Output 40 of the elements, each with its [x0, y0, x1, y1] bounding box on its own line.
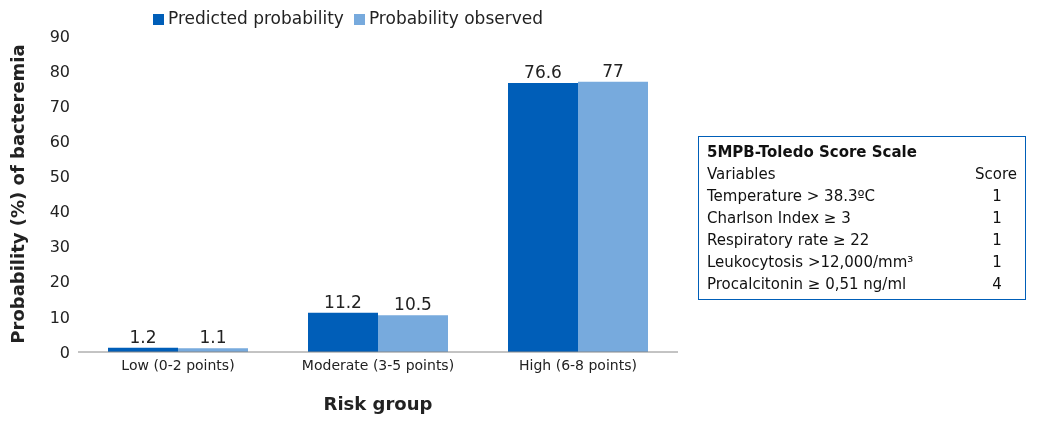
x-tick-label: Moderate (3-5 points) [301, 356, 455, 373]
text: Score [974, 164, 1017, 185]
category-label: Charlson Index ≥ 3 [707, 208, 851, 229]
category-label: Procalcitonin ≥ 0,51 ng/ml [707, 274, 907, 295]
bar [578, 81, 648, 352]
category-label: Leukocytosis >12,000/mm³ [707, 252, 914, 273]
x-tick-label: Low (0-2 points) [121, 356, 235, 373]
y-tick-label: 20 [49, 272, 70, 292]
text: Variables [707, 164, 776, 185]
data-label: 1.1 [199, 327, 227, 348]
data-label: 1.2 [129, 326, 157, 347]
legend-label: Probability observed [368, 8, 543, 28]
data-label: 10.5 [394, 294, 432, 315]
data-label: 77 [602, 60, 624, 81]
y-tick-label: 80 [49, 61, 70, 81]
text: 5MPB-Toledo Score Scale [707, 142, 918, 163]
data-label: 4 [991, 274, 1003, 295]
data-label: 1 [991, 208, 1003, 229]
data-label: 1 [991, 186, 1003, 207]
x-axis-title: Risk group [323, 393, 433, 414]
data-label: 11.2 [324, 291, 362, 312]
y-tick-label: 10 [49, 307, 70, 327]
data-label: 76.6 [524, 62, 562, 83]
bar [508, 83, 578, 352]
category-label: Respiratory rate ≥ 22 [707, 230, 870, 251]
y-tick-label: 40 [49, 202, 70, 222]
y-tick-label: 60 [49, 132, 70, 152]
y-axis-title: Probability (%) of bacteremia [7, 44, 29, 344]
y-tick-label: 70 [49, 96, 70, 116]
x-tick-label: High (6-8 points) [519, 356, 637, 373]
category-label: Temperature > 38.3ºC [707, 186, 876, 207]
y-tick-label: 0 [59, 342, 70, 362]
data-label: 1 [991, 252, 1003, 273]
bar [378, 315, 448, 352]
data-label: 1 [991, 230, 1003, 251]
legend-label: Predicted probability [168, 8, 344, 28]
y-tick-label: 50 [49, 167, 70, 187]
bar [308, 312, 378, 352]
y-tick-label: 30 [49, 237, 70, 257]
y-tick-label: 90 [49, 26, 70, 46]
